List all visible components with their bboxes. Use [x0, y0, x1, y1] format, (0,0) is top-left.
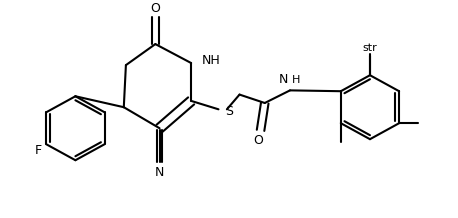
Text: O: O: [150, 2, 160, 15]
Text: N: N: [155, 166, 164, 179]
Text: str: str: [363, 43, 377, 53]
Text: N: N: [278, 73, 288, 86]
Text: S: S: [225, 105, 233, 118]
Text: F: F: [34, 144, 41, 157]
Text: H: H: [292, 75, 300, 85]
Text: O: O: [254, 134, 263, 147]
Text: NH: NH: [202, 54, 220, 67]
